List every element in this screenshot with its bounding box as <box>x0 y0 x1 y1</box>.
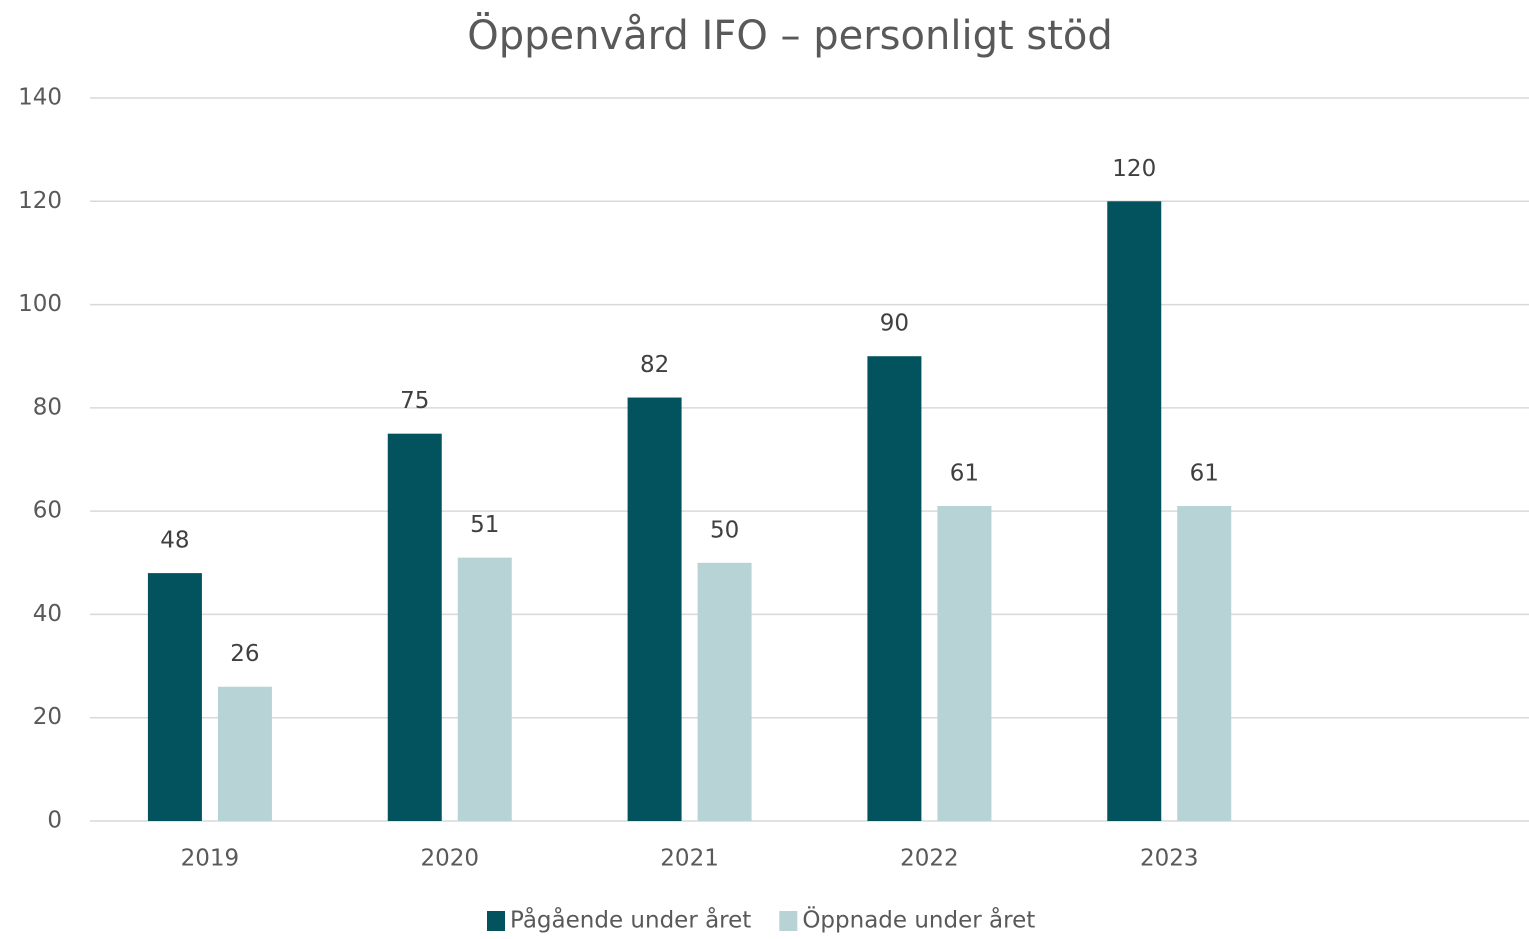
data-label: 82 <box>640 352 669 378</box>
y-tick-label: 140 <box>18 85 62 111</box>
x-tick-label: 2023 <box>1140 846 1199 872</box>
data-label: 61 <box>1190 460 1219 486</box>
data-label: 48 <box>160 528 189 554</box>
bar <box>697 562 752 821</box>
y-tick-label: 120 <box>18 188 62 214</box>
legend-swatch <box>779 911 798 931</box>
bar <box>1107 201 1162 822</box>
bar <box>387 433 442 821</box>
chart-title: Öppenvård IFO – personligt stöd <box>467 11 1113 59</box>
bar <box>457 557 512 821</box>
data-label: 90 <box>880 311 909 337</box>
x-tick-label: 2019 <box>181 846 240 872</box>
data-label: 61 <box>950 460 979 486</box>
bar <box>867 356 922 821</box>
bar <box>147 573 202 821</box>
bar <box>1177 505 1232 821</box>
data-label: 51 <box>470 512 499 538</box>
data-label: 50 <box>710 517 739 543</box>
y-tick-label: 60 <box>33 498 62 524</box>
x-tick-label: 2021 <box>660 846 719 872</box>
x-tick-label: 2022 <box>900 846 959 872</box>
y-tick-label: 0 <box>47 808 62 834</box>
data-label: 120 <box>1112 156 1156 182</box>
data-label: 75 <box>400 388 429 414</box>
y-tick-label: 40 <box>33 601 62 627</box>
data-label: 26 <box>230 641 259 667</box>
legend-label: Öppnade under året <box>802 906 1035 934</box>
legend-swatch <box>487 911 505 931</box>
x-tick-label: 2020 <box>420 846 479 872</box>
bar <box>937 505 992 821</box>
y-tick-label: 100 <box>18 291 62 317</box>
y-tick-label: 80 <box>33 394 62 420</box>
legend-label: Pågående under året <box>510 906 751 934</box>
bar <box>217 686 272 821</box>
y-tick-label: 20 <box>33 704 62 730</box>
bar <box>627 397 682 821</box>
